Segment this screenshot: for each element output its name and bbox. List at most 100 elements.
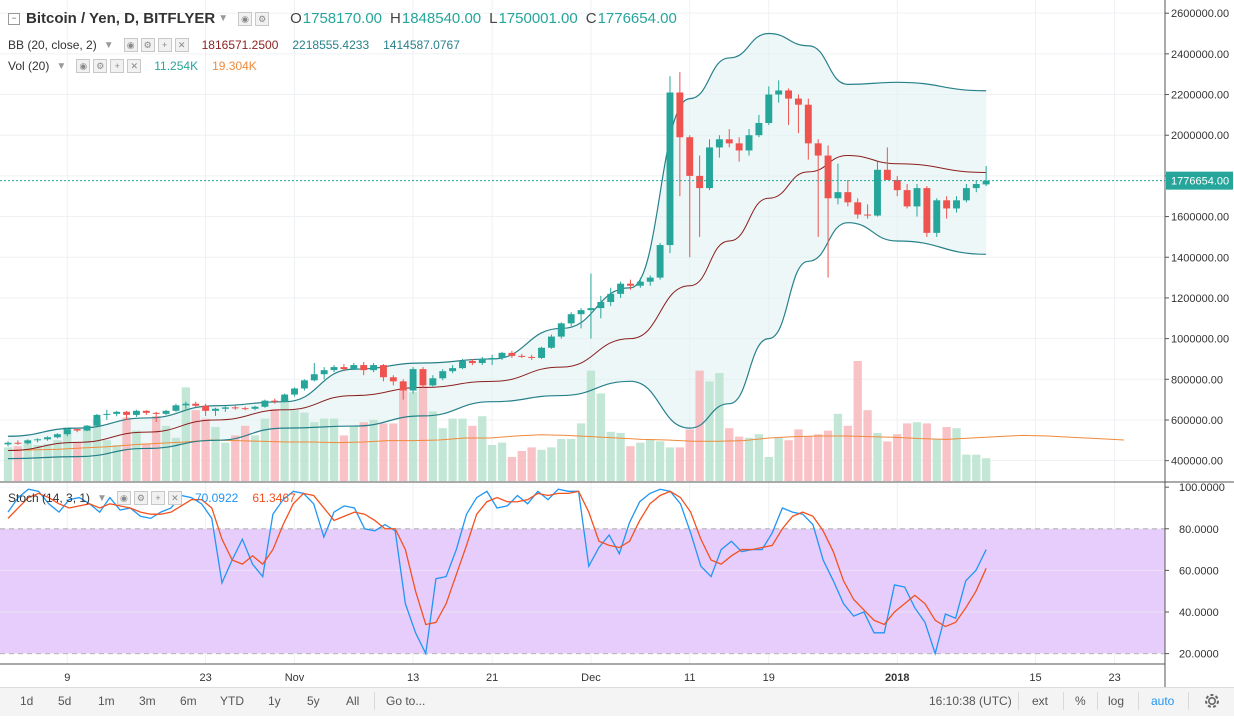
settings-icon[interactable]: ⚙ bbox=[255, 11, 270, 26]
toolbar-divider bbox=[1063, 692, 1064, 710]
candle bbox=[547, 334, 555, 349]
volume-bar bbox=[942, 427, 951, 481]
vol-eye-icon[interactable]: ◉ bbox=[76, 59, 91, 73]
range-6m-button[interactable]: 6m bbox=[180, 694, 197, 708]
bb-eye-icon[interactable]: ◉ bbox=[123, 38, 138, 52]
volume-bar bbox=[221, 442, 230, 481]
candle bbox=[419, 367, 427, 388]
time-axis: 9 23 Nov 13 21 Dec 11 19 2018 15 23 bbox=[64, 672, 1121, 684]
candle-body bbox=[933, 200, 941, 233]
candle-body bbox=[320, 370, 328, 375]
stoch-add-icon[interactable]: + bbox=[150, 491, 165, 505]
stoch-chevron-icon[interactable]: ▼ bbox=[97, 492, 107, 504]
candle bbox=[706, 139, 713, 191]
candle bbox=[212, 407, 219, 416]
candle-body bbox=[498, 352, 506, 358]
volume-bar bbox=[734, 436, 744, 481]
range-all-button[interactable]: All bbox=[346, 694, 360, 708]
stoch-tick-label: 20.0000 bbox=[1179, 649, 1219, 661]
candle bbox=[953, 196, 960, 213]
volume-bar bbox=[754, 434, 764, 481]
volume-bar bbox=[339, 435, 349, 481]
last-price-badge-bg bbox=[1166, 171, 1233, 190]
candle bbox=[93, 413, 101, 427]
candle-body bbox=[686, 137, 694, 176]
volume-bar bbox=[675, 447, 685, 481]
volume-bar bbox=[586, 370, 596, 481]
candle bbox=[63, 428, 71, 437]
bb-add-icon[interactable]: + bbox=[157, 38, 172, 52]
candle bbox=[982, 166, 990, 187]
volume-bar bbox=[201, 418, 210, 481]
candle-body bbox=[271, 400, 279, 402]
stoch-label[interactable]: Stoch (14, 3, 1) bbox=[8, 491, 91, 505]
volume-bar bbox=[418, 386, 428, 481]
range-1m-button[interactable]: 1m bbox=[98, 694, 115, 708]
stoch-k-line bbox=[7, 488, 987, 656]
stoch-settings-icon[interactable]: ⚙ bbox=[133, 491, 148, 505]
volume-bar bbox=[873, 433, 882, 481]
candle-body bbox=[370, 365, 378, 371]
stoch-eye-icon[interactable]: ◉ bbox=[116, 491, 131, 505]
chevron-down-icon[interactable]: ▼ bbox=[218, 13, 229, 24]
goto-button[interactable]: Go to... bbox=[386, 694, 426, 708]
bb-close-icon[interactable]: ✕ bbox=[174, 38, 189, 52]
candle bbox=[182, 401, 190, 409]
ext-button[interactable]: ext bbox=[1032, 694, 1049, 708]
candle bbox=[745, 129, 753, 156]
candle-body bbox=[587, 308, 595, 311]
volume-bar bbox=[982, 458, 991, 481]
range-1d-button[interactable]: 1d bbox=[20, 694, 34, 708]
bb-settings-icon[interactable]: ⚙ bbox=[140, 38, 155, 52]
candle-body bbox=[874, 169, 881, 216]
vol-chevron-icon[interactable]: ▼ bbox=[56, 60, 67, 72]
vol-close-icon[interactable]: ✕ bbox=[127, 59, 142, 73]
vol-add-icon[interactable]: + bbox=[110, 59, 125, 73]
bb-chevron-icon[interactable]: ▼ bbox=[103, 39, 114, 51]
vol-label[interactable]: Vol (20) bbox=[8, 59, 50, 73]
candle-body bbox=[300, 380, 308, 389]
candle-body bbox=[123, 411, 131, 415]
candle-body bbox=[142, 410, 150, 413]
volume-bar bbox=[626, 446, 635, 481]
symbol-title[interactable]: Bitcoin / Yen, D, BITFLYER bbox=[26, 10, 216, 27]
range-5y-button[interactable]: 5y bbox=[307, 694, 320, 708]
bb-label[interactable]: BB (20, close, 2) bbox=[8, 38, 97, 52]
range-1y-button[interactable]: 1y bbox=[268, 694, 281, 708]
log-button[interactable]: log bbox=[1108, 694, 1125, 708]
candle-body bbox=[607, 293, 615, 303]
ohlc-low-key: L bbox=[489, 10, 498, 27]
volume-bar bbox=[823, 430, 833, 481]
candle bbox=[864, 204, 872, 219]
price-tick-label: 1000000.00 bbox=[1171, 334, 1229, 346]
volume-bar bbox=[527, 447, 536, 481]
time-tick-label: 9 bbox=[64, 672, 70, 684]
volume-bar bbox=[300, 412, 309, 481]
candle-body bbox=[449, 368, 457, 372]
candle bbox=[943, 196, 951, 219]
candle bbox=[627, 279, 634, 290]
candle bbox=[913, 184, 921, 217]
volume-bar bbox=[537, 449, 546, 481]
volume-bar bbox=[685, 429, 694, 481]
ohlc-open-value: 1758170.00 bbox=[302, 10, 383, 27]
percent-button[interactable]: % bbox=[1075, 694, 1086, 708]
candle-body bbox=[132, 410, 140, 415]
collapse-toggle-icon[interactable]: − bbox=[8, 12, 20, 25]
gear-icon[interactable] bbox=[1202, 691, 1222, 711]
volume-bar bbox=[725, 428, 734, 481]
stoch-close-icon[interactable]: ✕ bbox=[167, 491, 182, 505]
eye-icon[interactable]: ◉ bbox=[238, 11, 253, 26]
vol-settings-icon[interactable]: ⚙ bbox=[93, 59, 108, 73]
range-ytd-button[interactable]: YTD bbox=[220, 694, 244, 708]
range-5d-button[interactable]: 5d bbox=[58, 694, 72, 708]
auto-button[interactable]: auto bbox=[1151, 694, 1175, 708]
candle bbox=[310, 363, 318, 382]
volume-bar bbox=[962, 454, 971, 481]
stoch-d-line bbox=[7, 490, 987, 628]
candle-body bbox=[468, 360, 476, 364]
range-3m-button[interactable]: 3m bbox=[139, 694, 156, 708]
candle bbox=[508, 350, 516, 358]
